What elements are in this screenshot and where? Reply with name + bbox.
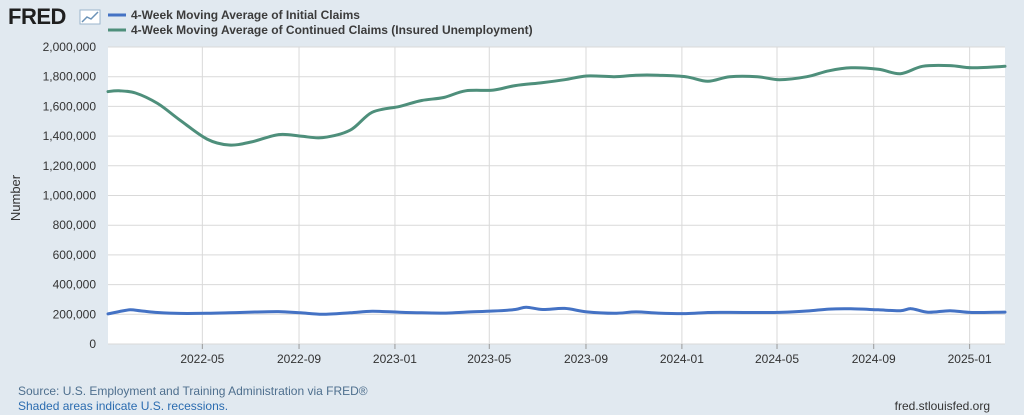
series-lines — [106, 63, 1007, 316]
x-tick-label: 2022-09 — [277, 352, 321, 366]
y-tick-label: 2,000,000 — [43, 40, 97, 54]
y-tick-label: 1,600,000 — [43, 99, 97, 113]
x-tick-label: 2023-01 — [373, 352, 417, 366]
source-note: Source: U.S. Employment and Training Adm… — [18, 384, 368, 398]
y-tick-label: 600,000 — [53, 248, 97, 262]
y-tick-label: 400,000 — [53, 278, 97, 292]
recession-note[interactable]: Shaded areas indicate U.S. recessions. — [18, 399, 229, 413]
fred-logo-text: FRED — [8, 4, 66, 29]
x-tick-label: 2024-05 — [755, 352, 799, 366]
chart-sparkline-icon — [79, 9, 101, 25]
y-axis: 0 200,000 400,000 600,000 800,000 1,000,000 1,… — [43, 40, 97, 351]
y-tick-label: 1,000,000 — [43, 189, 97, 203]
series-line-initial-claims[interactable] — [106, 305, 1007, 316]
legend-label-initial-claims: 4-Week Moving Average of Initial Claims — [131, 8, 360, 22]
series-line-continued-claims[interactable] — [106, 63, 1007, 147]
y-axis-title: Number — [8, 174, 23, 221]
x-tick-label: 2024-09 — [852, 352, 896, 366]
x-axis: 2022-05 2022-09 2023-01 2023-05 2023-09 2024-… — [180, 344, 992, 366]
y-tick-label: 1,800,000 — [43, 70, 97, 84]
fred-site-link[interactable]: fred.stlouisfed.org — [894, 399, 990, 413]
legend: 4-Week Moving Average of Initial Claims … — [108, 8, 533, 37]
y-tick-label: 1,400,000 — [43, 129, 97, 143]
y-tick-label: 0 — [89, 337, 96, 351]
x-tick-label: 2022-05 — [180, 352, 224, 366]
legend-label-continued-claims: 4-Week Moving Average of Continued Claim… — [131, 23, 533, 37]
fred-logo[interactable]: FRED — [8, 4, 101, 29]
y-tick-label: 200,000 — [53, 307, 97, 321]
x-tick-label: 2023-05 — [467, 352, 511, 366]
x-tick-label: 2025-01 — [948, 352, 992, 366]
y-tick-label: 1,200,000 — [43, 159, 97, 173]
x-tick-label: 2023-09 — [564, 352, 608, 366]
gridlines — [108, 46, 1005, 345]
y-tick-label: 800,000 — [53, 218, 97, 232]
x-tick-label: 2024-01 — [660, 352, 704, 366]
